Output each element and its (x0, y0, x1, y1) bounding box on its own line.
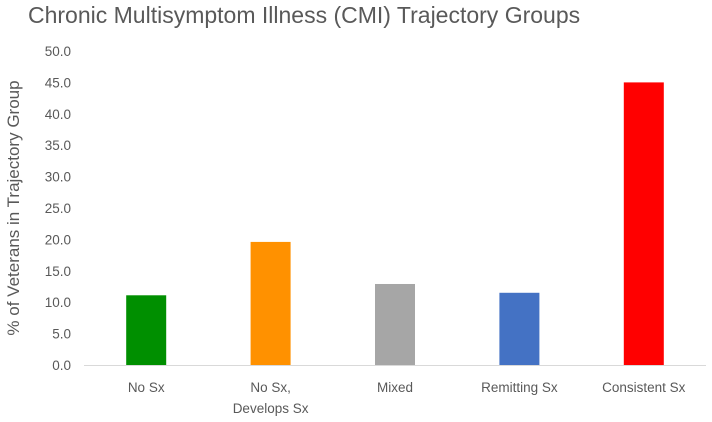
x-category-label-line: Remitting Sx (481, 380, 558, 395)
x-category-label-line: Mixed (377, 380, 413, 395)
x-category-label: No Sx (128, 380, 165, 395)
chart-title: Chronic Multisymptom Illness (CMI) Traje… (28, 2, 581, 28)
bar (623, 82, 664, 366)
y-axis-ticks: 0.0 5.0 10.0 15.0 20.0 25.0 30.0 35.0 40.0 45.0 50… (45, 44, 71, 373)
y-tick-label: 30.0 (45, 170, 71, 185)
y-tick-label: 15.0 (45, 264, 71, 279)
y-tick-label: 45.0 (45, 75, 71, 90)
x-category-label: No Sx, Develops Sx (233, 380, 309, 416)
y-tick-label: 40.0 (45, 107, 71, 122)
y-tick-label: 20.0 (45, 232, 71, 247)
y-axis-label: % of Veterans in Trajectory Group (4, 80, 23, 335)
x-category-label-line: No Sx (128, 380, 165, 395)
y-tick-label: 5.0 (52, 327, 71, 342)
y-tick-label: 10.0 (45, 295, 71, 310)
x-category-label: Remitting Sx (481, 380, 558, 395)
bars (126, 82, 664, 366)
x-category-label: Consistent Sx (602, 380, 686, 395)
bar (250, 241, 291, 365)
bar (499, 292, 540, 365)
x-category-label-line: No Sx, (250, 380, 291, 395)
y-tick-label: 25.0 (45, 201, 71, 216)
x-category-label-line: Consistent Sx (602, 380, 686, 395)
x-category-label: Mixed (377, 380, 413, 395)
bar (375, 283, 415, 365)
x-category-label-line: Develops Sx (233, 401, 309, 416)
y-tick-label: 50.0 (45, 44, 71, 59)
y-tick-label: 35.0 (45, 138, 71, 153)
x-axis-labels: No Sx No Sx, Develops Sx Mixed Remitting Sx C… (128, 380, 686, 416)
y-tick-label: 0.0 (52, 358, 71, 373)
bar (126, 295, 167, 365)
